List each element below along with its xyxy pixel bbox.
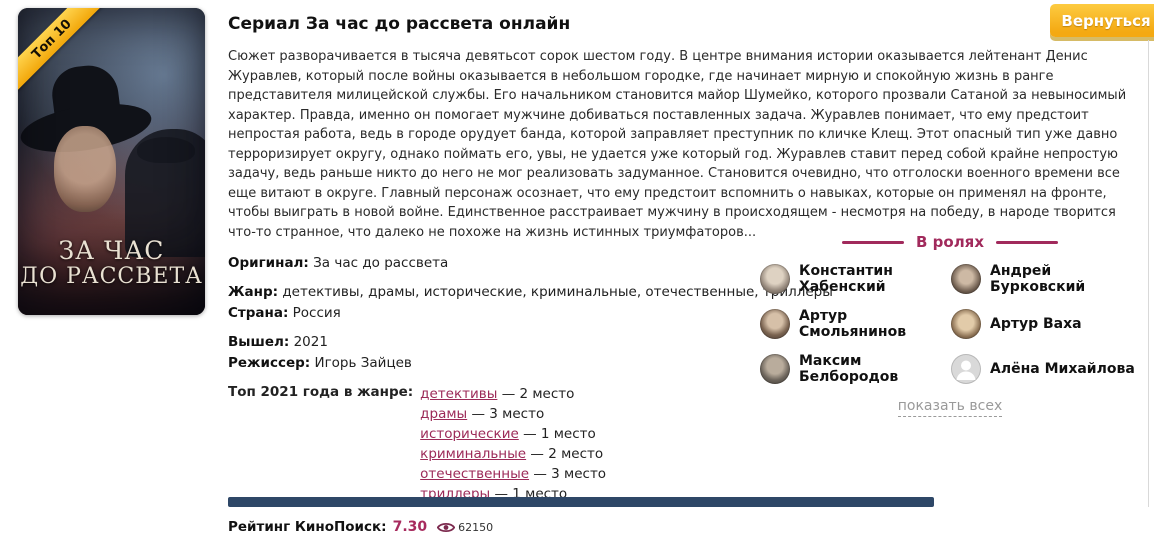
header-line-left <box>842 240 904 244</box>
content-right-border <box>1148 40 1149 507</box>
show-all-wrap: показать всех <box>760 395 1140 417</box>
poster-title-line1: ЗА ЧАС <box>58 236 165 266</box>
actor-name: Алёна Михайлова <box>990 361 1135 377</box>
actor-avatar <box>760 354 790 384</box>
poster-figure-shape <box>125 129 205 257</box>
top10-ribbon: Топ 10 <box>18 8 110 98</box>
top-genre-row: криминальные — 2 место <box>420 444 606 464</box>
cast-panel: В ролях Константин Хабенский Андрей Бурк… <box>760 233 1140 417</box>
actor-name: Максим Белбородов <box>799 353 899 385</box>
footer-bar <box>228 497 934 507</box>
released-value: 2021 <box>293 334 328 350</box>
top10-ribbon-wrap: Топ 10 <box>18 8 110 100</box>
top-genre-row: детективы — 2 место <box>420 384 606 404</box>
top-genres-block: Топ 2021 года в жанре: детективы — 2 мес… <box>228 384 1134 504</box>
eye-icon <box>437 522 456 532</box>
show-all-link[interactable]: показать всех <box>897 398 1003 417</box>
info-row-released: Вышел: 2021 <box>228 334 1134 350</box>
genre-link-detektivy[interactable]: детективы <box>420 386 498 402</box>
cast-grid: Константин Хабенский Андрей Бурковский А… <box>760 263 1140 385</box>
actor-item[interactable]: Артур Смольянинов <box>760 308 949 340</box>
back-button[interactable]: Вернуться <box>1050 4 1154 37</box>
actor-name: Артур Смольянинов <box>799 308 907 340</box>
original-value: За час до рассвета <box>313 255 449 271</box>
genre-place: — 1 место <box>523 426 596 442</box>
genre-link-kriminalnye[interactable]: криминальные <box>420 446 527 462</box>
info-row-country: Страна: Россия <box>228 305 1134 321</box>
rating-label: Рейтинг КиноПоиск: <box>228 519 387 535</box>
genre-label: Жанр: <box>228 284 279 300</box>
actor-item[interactable]: Артур Ваха <box>951 308 1140 340</box>
rating-row: Рейтинг КиноПоиск: 7.30 62150 <box>228 519 1134 535</box>
top-genre-row: отечественные — 3 место <box>420 464 606 484</box>
cast-header: В ролях <box>760 233 1140 251</box>
series-poster: ЗА ЧАС ДО РАССВЕТА Топ 10 <box>18 8 205 315</box>
original-label: Оригинал: <box>228 255 309 271</box>
poster-title: ЗА ЧАС ДО РАССВЕТА <box>18 237 205 289</box>
actor-item[interactable]: Алёна Михайлова <box>951 353 1140 385</box>
genre-place: — 3 место <box>471 406 545 422</box>
genre-link-otechestvennye[interactable]: отечественные <box>420 466 530 482</box>
genre-link-dramy[interactable]: драмы <box>420 406 468 422</box>
top-genre-row: драмы — 3 место <box>420 404 606 424</box>
genre-place: — 2 место <box>501 386 575 402</box>
country-label: Страна: <box>228 305 289 321</box>
top-genres-label: Топ 2021 года в жанре: <box>228 384 414 400</box>
top-genre-row: исторические — 1 место <box>420 424 606 444</box>
actor-avatar <box>760 264 790 294</box>
actor-name: Артур Ваха <box>990 316 1082 332</box>
views-block: 62150 <box>437 521 493 534</box>
actor-item[interactable]: Константин Хабенский <box>760 263 949 295</box>
released-label: Вышел: <box>228 334 290 350</box>
top-genres-list: детективы — 2 место драмы — 3 место исто… <box>420 384 606 504</box>
actor-item[interactable]: Андрей Бурковский <box>951 263 1140 295</box>
actor-item[interactable]: Максим Белбородов <box>760 353 949 385</box>
actor-avatar <box>760 309 790 339</box>
genre-place: — 3 место <box>533 466 607 482</box>
series-description: Сюжет разворачивается в тысяча девятьсот… <box>228 49 1127 240</box>
director-label: Режиссер: <box>228 355 311 371</box>
cast-header-label: В ролях <box>916 233 984 251</box>
info-row-original: Оригинал: За час до рассвета <box>228 255 1134 271</box>
info-row-director: Режиссер: Игорь Зайцев <box>228 355 1134 371</box>
actor-avatar <box>951 309 981 339</box>
poster-title-line2: ДО РАССВЕТА <box>20 263 203 289</box>
country-value: Россия <box>292 305 341 321</box>
genre-place: — 2 место <box>530 446 604 462</box>
header-line-right <box>996 240 1058 244</box>
director-value: Игорь Зайцев <box>314 355 412 371</box>
poster-face-shape <box>54 126 116 212</box>
placeholder-avatar <box>951 354 981 384</box>
info-row-genre: Жанр: детективы, драмы, исторические, кр… <box>228 284 1134 300</box>
actor-name: Андрей Бурковский <box>990 263 1086 295</box>
actor-name: Константин Хабенский <box>799 263 893 295</box>
person-silhouette-icon <box>956 360 976 380</box>
genre-link-istoricheskie[interactable]: исторические <box>420 426 519 442</box>
actor-avatar <box>951 264 981 294</box>
kinopoisk-rating: 7.30 <box>392 519 428 535</box>
page-title: Сериал За час до рассвета онлайн <box>228 14 571 34</box>
views-count: 62150 <box>458 520 494 534</box>
genre-value: детективы, драмы, исторические, криминал… <box>282 284 833 300</box>
